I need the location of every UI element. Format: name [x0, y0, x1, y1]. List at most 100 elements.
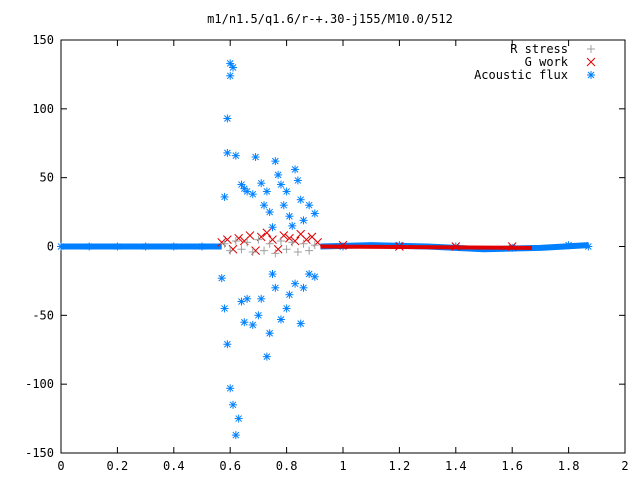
data-point	[237, 245, 246, 254]
data-point	[141, 242, 150, 251]
data-point	[223, 148, 232, 157]
series-r-stress	[220, 235, 319, 258]
data-point	[276, 180, 285, 189]
data-point	[285, 290, 294, 299]
data-point	[231, 151, 240, 160]
y-tick-label: 150	[32, 33, 54, 47]
data-point	[296, 319, 305, 328]
data-point	[584, 242, 593, 251]
legend-entry: Acoustic flux	[474, 68, 595, 82]
data-point	[265, 239, 274, 248]
data-point	[276, 315, 285, 324]
x-tick-label: 0.2	[107, 459, 129, 473]
legend-label: Acoustic flux	[474, 68, 568, 82]
data-point	[282, 304, 291, 313]
data-point	[248, 320, 257, 329]
data-point	[248, 248, 257, 257]
data-point	[291, 279, 300, 288]
data-point	[260, 246, 269, 255]
data-point	[234, 414, 243, 423]
data-point	[169, 242, 178, 251]
data-point	[507, 242, 517, 251]
y-axis: -150 -100 -50 0 50 100 150	[25, 33, 625, 460]
data-point	[226, 59, 235, 68]
data-point	[248, 190, 257, 199]
data-point	[395, 242, 404, 251]
x-tick-label: 1.6	[501, 459, 523, 473]
data-point	[198, 242, 206, 251]
data-point	[288, 238, 297, 247]
data-point	[265, 329, 274, 338]
data-point	[220, 239, 229, 248]
data-point	[254, 311, 263, 320]
data-point	[113, 242, 122, 251]
data-point	[268, 270, 277, 279]
data-point	[262, 352, 271, 361]
data-point	[243, 238, 252, 247]
x-tick-label: 1.4	[445, 459, 467, 473]
data-point	[257, 179, 266, 188]
data-point	[260, 201, 269, 210]
data-point	[217, 274, 226, 283]
y-tick-label: 0	[47, 240, 54, 254]
data-point	[223, 114, 232, 123]
data-point	[265, 208, 274, 217]
legend-label: R stress	[510, 42, 568, 56]
data-point	[271, 249, 280, 258]
legend-marker	[586, 57, 596, 67]
data-point	[229, 400, 238, 409]
data-point	[338, 240, 348, 250]
data-point	[296, 195, 305, 204]
x-tick-label: 1.8	[558, 459, 580, 473]
data-point	[229, 63, 238, 72]
data-point	[226, 71, 235, 80]
data-point	[288, 221, 297, 230]
x-tick-label: 1.2	[389, 459, 411, 473]
data-point	[451, 242, 461, 251]
x-tick-label: 0.8	[276, 459, 298, 473]
legend-marker	[587, 45, 595, 53]
data-point	[310, 241, 319, 250]
data-point	[223, 340, 232, 349]
data-point	[243, 294, 252, 303]
data-point	[220, 304, 229, 313]
y-tick-label: 100	[32, 102, 54, 116]
data-point	[226, 246, 235, 255]
x-tick-label: 2	[621, 459, 628, 473]
legend-entry: R stress	[510, 42, 595, 56]
data-point	[310, 209, 319, 218]
data-point	[271, 157, 280, 166]
data-point	[262, 187, 271, 196]
data-point	[305, 246, 314, 255]
y-tick-label: -100	[25, 377, 54, 391]
x-tick-label: 0.6	[219, 459, 241, 473]
data-point	[257, 294, 266, 303]
data-point	[226, 384, 235, 393]
data-point	[282, 187, 291, 196]
data-point	[237, 180, 246, 189]
data-point	[305, 201, 314, 210]
data-point	[299, 216, 308, 225]
y-tick-label: 50	[40, 171, 54, 185]
data-point	[271, 283, 280, 292]
legend-entry: G work	[525, 55, 596, 69]
data-point	[285, 212, 294, 221]
data-point	[299, 283, 308, 292]
data-point	[279, 201, 288, 210]
data-point	[231, 431, 240, 440]
data-point	[293, 176, 302, 185]
series-g-work	[217, 228, 532, 255]
data-point	[245, 231, 255, 240]
data-point	[262, 228, 272, 238]
data-point	[85, 242, 94, 251]
y-tick-label: -150	[25, 446, 54, 460]
data-point	[299, 239, 308, 248]
legend-label: G work	[525, 55, 569, 69]
data-point	[251, 153, 260, 162]
y-tick-label: -50	[32, 308, 54, 322]
data-point	[240, 318, 249, 327]
x-axis: 0 0.2 0.4 0.6 0.8 1 1.2 1.4 1.6 1.8 2	[57, 40, 629, 473]
data-point	[254, 235, 263, 244]
data-point	[293, 248, 302, 257]
